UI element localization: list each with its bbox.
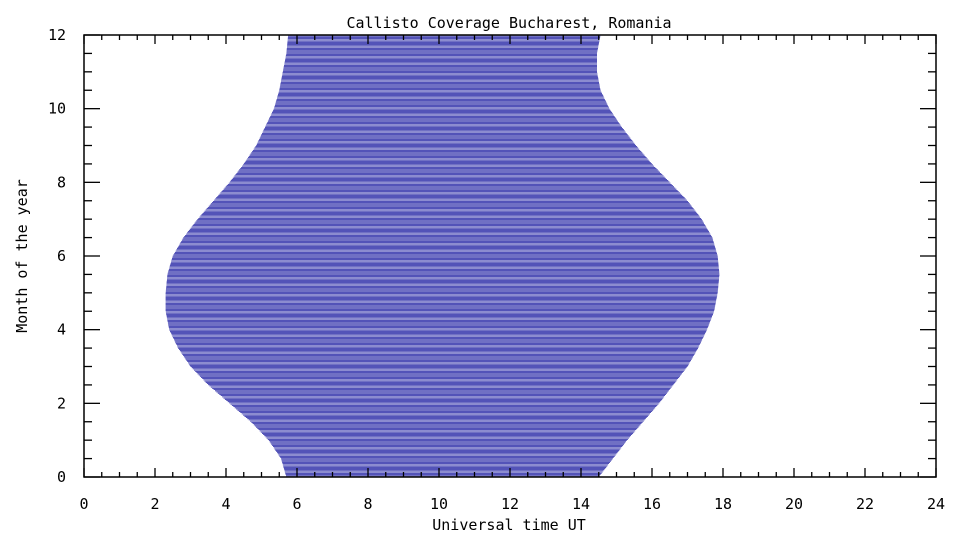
y-tick-label: 6 [57, 247, 66, 265]
x-tick-label: 8 [363, 495, 372, 513]
x-tick-label: 16 [643, 495, 661, 513]
x-tick-label: 10 [430, 495, 448, 513]
y-axis-label: Month of the year [13, 179, 31, 333]
coverage-area [165, 34, 720, 478]
x-tick-label: 20 [785, 495, 803, 513]
chart-title: Callisto Coverage Bucharest, Romania [346, 14, 671, 32]
x-tick-label: 14 [572, 495, 590, 513]
y-tick-label: 4 [57, 321, 66, 339]
x-tick-label: 18 [714, 495, 732, 513]
y-tick-label: 0 [57, 468, 66, 486]
x-tick-label: 4 [221, 495, 230, 513]
x-tick-label: 22 [856, 495, 874, 513]
x-tick-label: 0 [79, 495, 88, 513]
x-tick-label: 6 [292, 495, 301, 513]
axis-ticks [83, 34, 937, 478]
y-tick-labels: 0 2 4 6 8 10 12 [48, 26, 66, 486]
y-tick-label: 12 [48, 26, 66, 44]
y-tick-label: 10 [48, 100, 66, 118]
x-axis-label: Universal time UT [432, 516, 586, 534]
x-tick-labels: 0 2 4 6 8 10 12 14 16 18 20 22 24 [79, 495, 945, 513]
x-tick-label: 2 [150, 495, 159, 513]
x-tick-label: 24 [927, 495, 945, 513]
x-tick-label: 12 [501, 495, 519, 513]
y-tick-label: 2 [57, 394, 66, 412]
y-tick-label: 8 [57, 173, 66, 191]
